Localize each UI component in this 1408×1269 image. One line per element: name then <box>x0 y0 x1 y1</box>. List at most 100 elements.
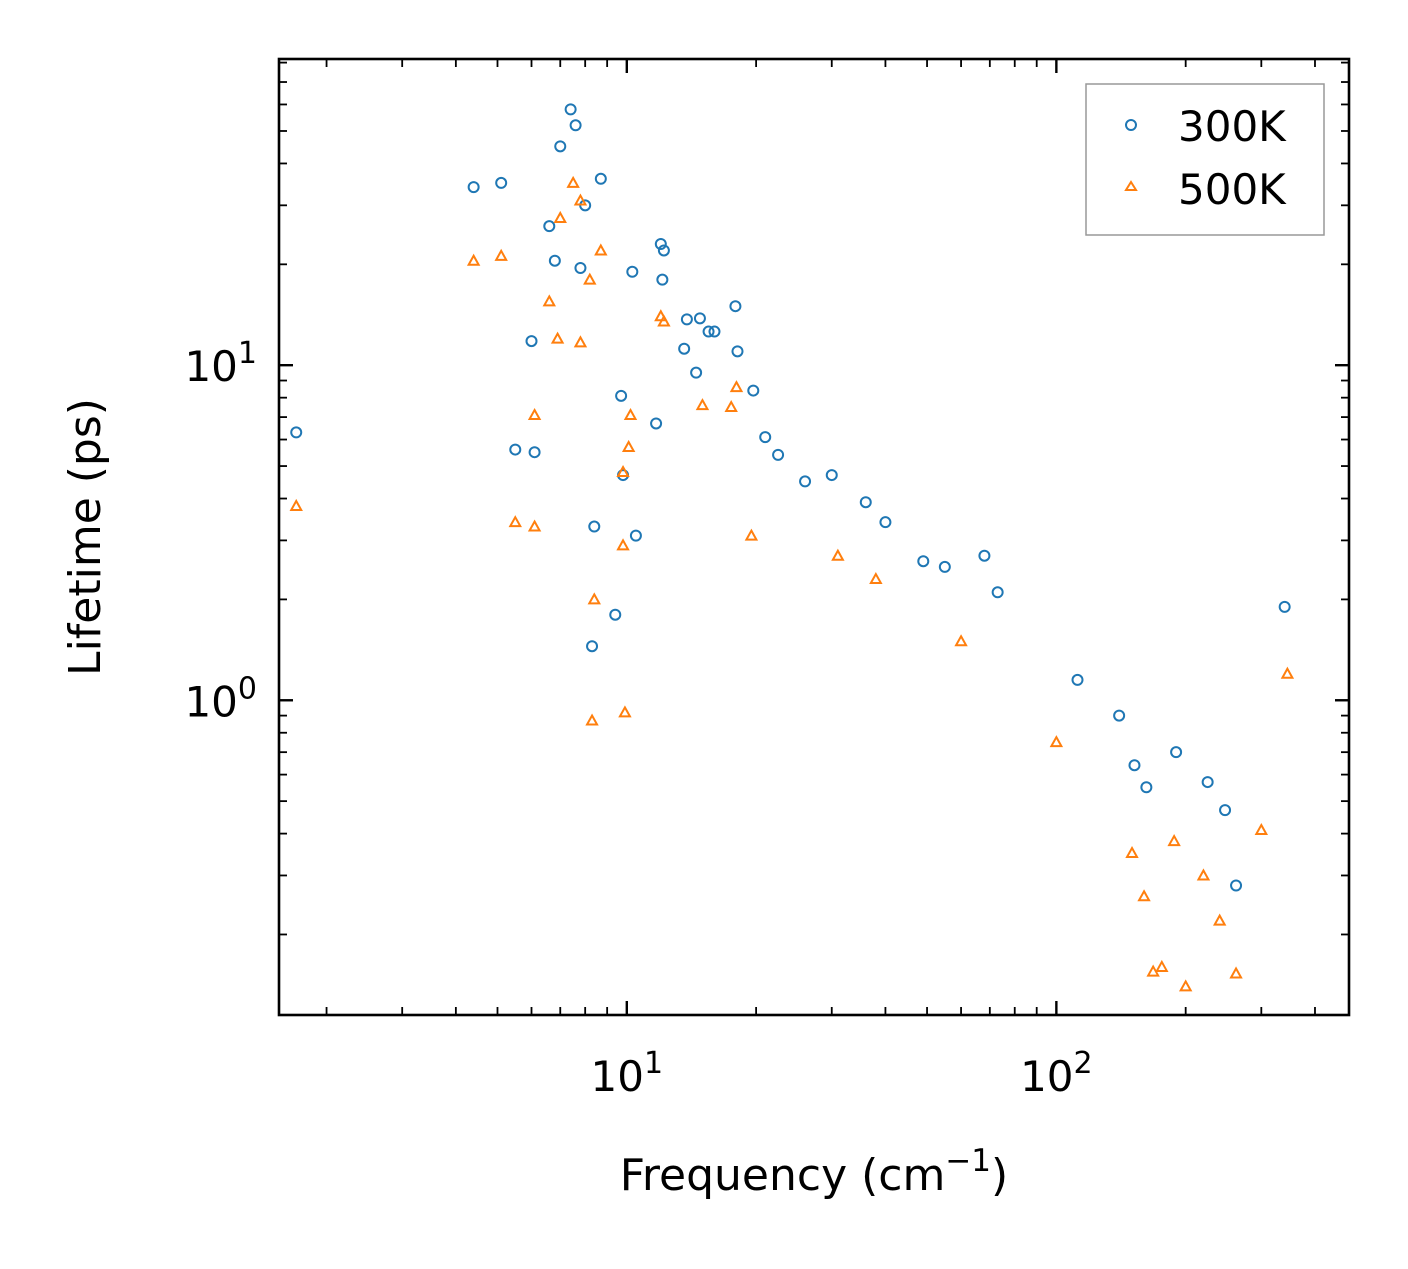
point-300k <box>657 244 670 257</box>
point-300k <box>543 220 556 233</box>
point-300k <box>528 446 541 459</box>
point-500k <box>553 210 567 223</box>
point-300k <box>747 384 760 397</box>
point-500k <box>542 294 556 307</box>
point-300k <box>554 140 567 153</box>
point-500k <box>618 705 632 718</box>
point-300k <box>693 312 706 325</box>
point-300k <box>626 265 639 278</box>
point-300k <box>1201 776 1214 789</box>
point-300k <box>702 325 715 338</box>
point-300k <box>799 475 812 488</box>
point-300k <box>1140 781 1153 794</box>
axis-ticks <box>279 59 1349 1015</box>
point-300k <box>917 555 930 568</box>
point-300k <box>1170 746 1183 759</box>
point-300k <box>1128 759 1141 772</box>
point-300k <box>1278 600 1291 613</box>
point-500k <box>831 548 845 561</box>
point-300k <box>1219 804 1232 817</box>
point-500k <box>508 515 522 528</box>
point-500k <box>616 464 630 478</box>
point-500k <box>573 335 588 348</box>
point-500k <box>566 175 580 188</box>
point-300k <box>1230 879 1243 892</box>
point-300k <box>629 529 642 542</box>
point-500k <box>1212 913 1227 926</box>
point-500k <box>616 538 630 551</box>
point-500k <box>1167 834 1181 847</box>
point-500k <box>1280 666 1295 679</box>
point-500k <box>1137 889 1151 902</box>
plot-frame <box>277 57 1351 1017</box>
x-tick-label: 102 <box>1020 1046 1093 1101</box>
x-axis-label: Frequency (cm−1) <box>620 1143 1008 1201</box>
point-500k <box>1229 966 1243 979</box>
point-500k <box>695 398 710 411</box>
point-500k <box>744 528 759 541</box>
point-300k <box>978 549 991 562</box>
point-500k <box>594 243 608 256</box>
point-500k <box>527 407 542 421</box>
point-300k <box>290 426 303 439</box>
point-500k <box>621 439 636 452</box>
y-axis-label: Lifetime (ps) <box>60 398 111 676</box>
point-300k <box>656 273 669 286</box>
point-500k <box>954 634 968 647</box>
point-500k <box>1178 979 1193 992</box>
point-500k <box>1049 735 1064 748</box>
point-300k <box>991 586 1004 599</box>
point-500k <box>869 572 883 585</box>
point-500k <box>550 331 565 344</box>
point-300k <box>879 516 892 529</box>
point-300k <box>467 181 480 194</box>
point-300k <box>569 119 582 132</box>
legend-label-500k: 500K <box>1178 165 1287 214</box>
point-300k <box>574 262 587 275</box>
point-300k <box>859 496 872 509</box>
point-500k <box>623 407 638 421</box>
point-300k <box>772 448 785 461</box>
legend-label-300k: 300K <box>1178 102 1287 151</box>
point-300k <box>1113 709 1126 722</box>
point-500k <box>494 248 508 261</box>
point-500k <box>466 253 481 266</box>
point-500k <box>657 314 671 327</box>
point-500k <box>724 399 738 413</box>
data-points-layer <box>289 103 1295 992</box>
point-300k <box>938 560 951 573</box>
point-300k <box>564 103 577 116</box>
point-300k <box>548 254 561 267</box>
y-tick-label: 100 <box>184 671 257 726</box>
point-300k <box>525 335 538 348</box>
point-300k <box>731 345 744 358</box>
point-300k <box>586 640 599 653</box>
point-300k <box>609 608 622 621</box>
point-500k <box>1155 959 1169 972</box>
point-300k <box>680 313 693 326</box>
y-tick-label: 101 <box>184 336 257 391</box>
point-500k <box>527 519 542 532</box>
point-500k <box>1254 822 1269 836</box>
point-300k <box>588 520 601 533</box>
point-300k <box>654 237 667 250</box>
point-500k <box>585 713 599 726</box>
legend-box <box>1085 83 1325 236</box>
point-500k <box>587 592 601 605</box>
point-500k <box>729 380 744 393</box>
point-300k <box>759 431 772 444</box>
legend: 300K 500K <box>1085 83 1325 236</box>
legend-marker-triangle <box>1124 180 1138 191</box>
point-300k <box>690 366 703 379</box>
point-300k <box>708 325 721 338</box>
point-300k <box>678 342 691 355</box>
point-500k <box>1196 868 1211 881</box>
x-tick-label: 101 <box>591 1046 664 1101</box>
point-500k <box>583 272 597 285</box>
point-300k <box>615 389 628 402</box>
point-300k <box>825 469 838 482</box>
point-500k <box>289 498 303 511</box>
point-300k <box>594 172 607 185</box>
